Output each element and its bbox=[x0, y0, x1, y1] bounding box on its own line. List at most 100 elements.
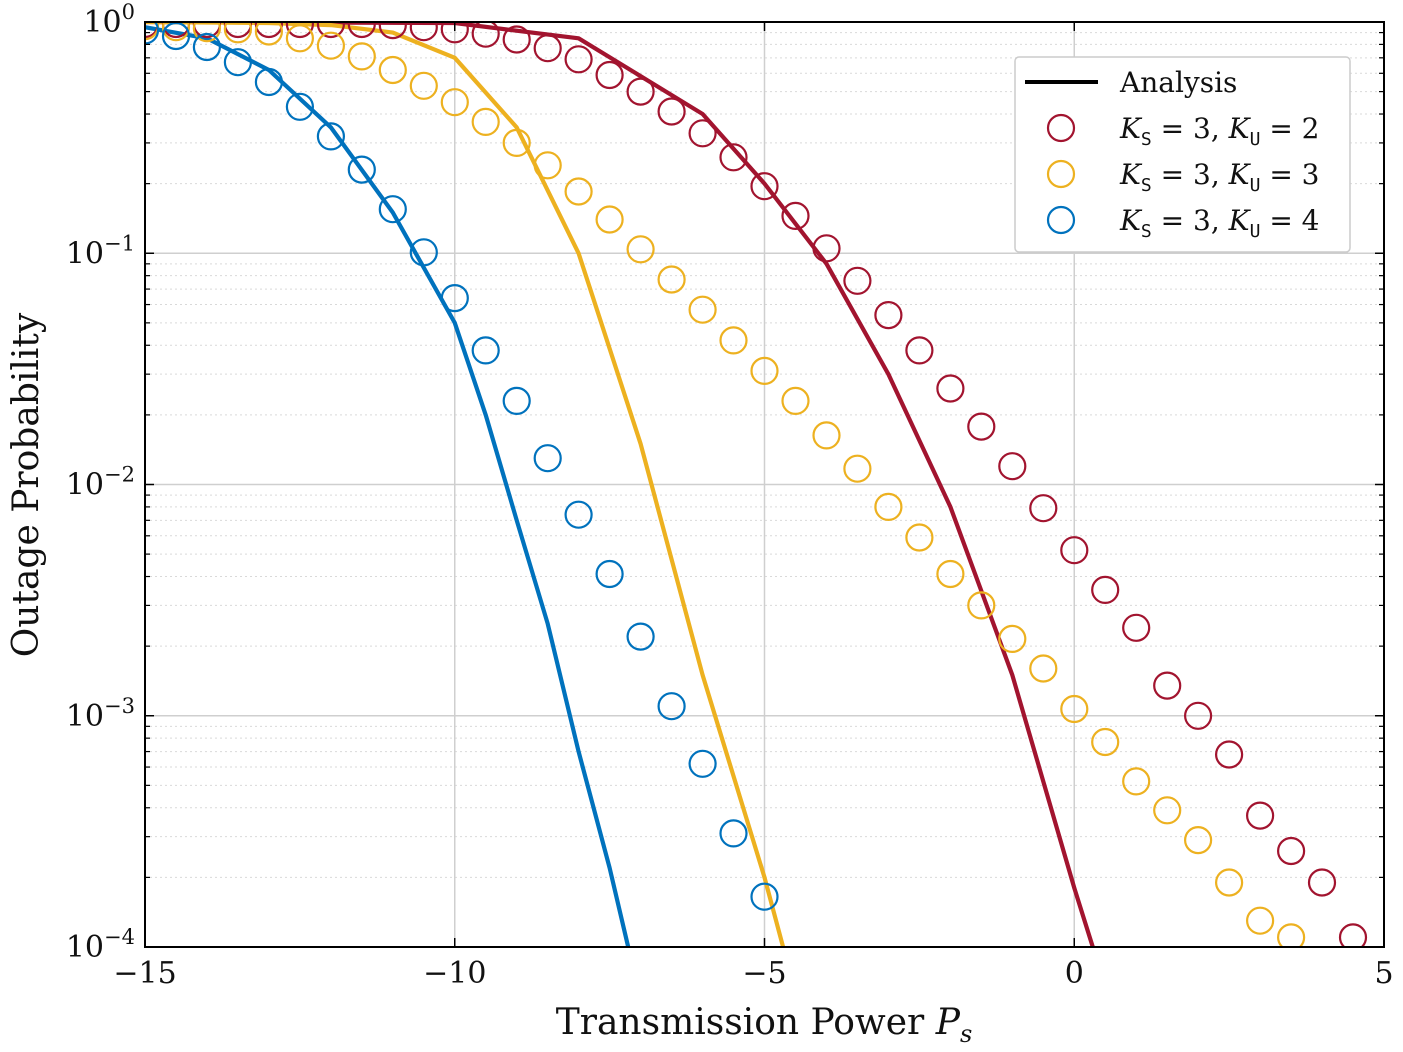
marker-series-1 bbox=[1029, 494, 1058, 523]
marker-series-1 bbox=[1214, 740, 1244, 769]
marker-series-2 bbox=[533, 151, 562, 180]
marker-series-3 bbox=[502, 386, 531, 415]
marker-series-1 bbox=[967, 412, 996, 441]
marker-series-2 bbox=[1060, 694, 1089, 724]
marker-series-1 bbox=[471, 22, 500, 48]
analysis-line-2 bbox=[145, 22, 786, 947]
marker-series-1 bbox=[1338, 923, 1368, 947]
marker-series-3 bbox=[378, 195, 407, 224]
marker-series-1 bbox=[688, 119, 717, 148]
marker-series-1 bbox=[347, 22, 376, 39]
marker-series-2 bbox=[936, 559, 965, 589]
marker-series-3 bbox=[409, 238, 438, 267]
y-tick-labels: 10−4 10−3 10−2 10−1 100 bbox=[66, 0, 135, 965]
marker-series-3 bbox=[285, 92, 314, 121]
marker-series-2 bbox=[316, 31, 345, 60]
marker-series-2 bbox=[254, 22, 283, 46]
marker-series-3 bbox=[564, 500, 593, 529]
marker-series-1 bbox=[1091, 575, 1120, 605]
y-axis-title: Outage Probability bbox=[6, 312, 47, 657]
marker-series-1 bbox=[595, 60, 624, 90]
legend-marker-ku2 bbox=[1046, 113, 1076, 143]
marker-series-3 bbox=[254, 67, 283, 97]
marker-series-2 bbox=[409, 71, 438, 100]
marker-series-3 bbox=[471, 336, 500, 365]
marker-series-2 bbox=[967, 591, 996, 620]
marker-series-2 bbox=[1245, 906, 1275, 935]
marker-series-1 bbox=[1245, 801, 1275, 830]
marker-series-3 bbox=[750, 882, 779, 911]
marker-series-3 bbox=[145, 22, 160, 45]
marker-series-1 bbox=[1276, 836, 1306, 866]
marker-series-1 bbox=[874, 301, 903, 330]
marker-series-2 bbox=[192, 22, 221, 43]
legend-label-ku2: KS = 3, KU = 2 bbox=[1119, 112, 1320, 150]
marker-series-1 bbox=[1307, 868, 1337, 897]
x-tick-label: 0 bbox=[1065, 956, 1084, 991]
marker-series-1 bbox=[502, 25, 531, 54]
marker-series-2 bbox=[719, 326, 748, 355]
marker-series-3 bbox=[688, 749, 717, 778]
marker-series-1 bbox=[409, 22, 438, 42]
legend: Analysis KS = 3, KU = 2 KS = 3, KU = 3 K… bbox=[1014, 56, 1351, 253]
marker-series-1 bbox=[378, 22, 407, 40]
marker-series-2 bbox=[998, 624, 1027, 654]
marker-series-3 bbox=[440, 284, 469, 313]
legend-label-ku3: KS = 3, KU = 3 bbox=[1119, 158, 1320, 196]
x-tick-label: −10 bbox=[423, 956, 486, 991]
marker-series-2 bbox=[347, 42, 376, 71]
marker-series-1 bbox=[254, 22, 283, 39]
marker-series-2 bbox=[1029, 654, 1058, 683]
marker-series-2 bbox=[1183, 825, 1213, 855]
analysis-line-1 bbox=[145, 22, 1095, 947]
marker-series-2 bbox=[905, 523, 934, 552]
legend-marker-ku4 bbox=[1046, 205, 1076, 235]
marker-series-3 bbox=[626, 622, 655, 651]
marker-series-2 bbox=[626, 235, 655, 264]
marker-series-1 bbox=[936, 374, 965, 403]
marker-series-2 bbox=[1153, 796, 1182, 825]
marker-series-2 bbox=[1091, 727, 1120, 757]
marker-series-2 bbox=[1277, 923, 1306, 947]
marker-series-2 bbox=[1214, 868, 1244, 897]
marker-series-1 bbox=[440, 22, 469, 44]
marker-series-1 bbox=[750, 172, 779, 201]
x-axis-title: Transmission Power Ps bbox=[556, 1002, 973, 1048]
marker-series-1 bbox=[316, 22, 345, 39]
marker-series-1 bbox=[843, 266, 872, 295]
marker-series-2 bbox=[874, 492, 903, 521]
analysis-line-3 bbox=[145, 25, 631, 947]
marker-series-2 bbox=[471, 107, 500, 137]
marker-series-2 bbox=[657, 265, 686, 294]
marker-series-2 bbox=[223, 22, 252, 44]
marker-series-3 bbox=[657, 692, 686, 721]
marker-series-2 bbox=[595, 205, 624, 234]
y-tick-label: 10−2 bbox=[66, 463, 135, 503]
x-tick-labels: −15 −10 −5 0 5 bbox=[113, 956, 1393, 991]
marker-series-1 bbox=[719, 143, 748, 172]
x-tick-label: −15 bbox=[113, 956, 176, 991]
marker-series-1 bbox=[812, 234, 841, 263]
marker-series-1 bbox=[533, 34, 562, 63]
marker-series-2 bbox=[812, 421, 841, 450]
marker-series-1 bbox=[1122, 613, 1151, 642]
marker-series-1 bbox=[1183, 701, 1213, 730]
marker-series-2 bbox=[688, 295, 717, 324]
marker-series-1 bbox=[657, 97, 686, 126]
legend-marker-ku3 bbox=[1046, 159, 1076, 189]
plot-area bbox=[145, 22, 1368, 947]
marker-series-3 bbox=[192, 32, 221, 62]
marker-series-2 bbox=[1122, 767, 1151, 796]
y-tick-label: 10−3 bbox=[66, 694, 135, 734]
marker-series-2 bbox=[843, 454, 872, 483]
simulation-markers bbox=[145, 22, 1368, 947]
marker-series-1 bbox=[905, 336, 934, 365]
marker-series-1 bbox=[285, 22, 314, 39]
legend-analysis-label: Analysis bbox=[1119, 66, 1237, 99]
marker-series-2 bbox=[502, 128, 531, 157]
marker-series-2 bbox=[285, 24, 314, 53]
legend-label-ku4: KS = 3, KU = 4 bbox=[1119, 204, 1320, 242]
x-tick-label: −5 bbox=[742, 956, 786, 991]
legend-box bbox=[1014, 56, 1351, 253]
